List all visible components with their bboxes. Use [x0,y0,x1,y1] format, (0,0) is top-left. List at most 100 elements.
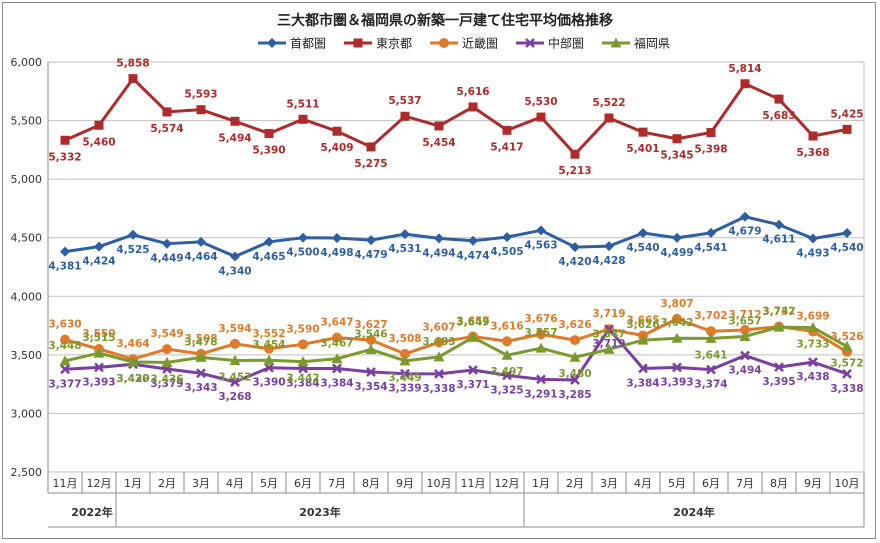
data-point [353,38,363,48]
data-point [264,236,274,247]
data-point [535,342,547,353]
data-label: 4,494 [422,247,455,259]
data-label: 4,679 [728,226,761,238]
data-label: 4,424 [82,256,115,268]
data-point [841,340,853,351]
data-label: 4,465 [252,251,285,263]
data-label: 3,452 [218,371,251,383]
data-point [603,343,615,354]
data-point [638,363,648,374]
x-tick-label: 10月 [835,477,860,490]
data-point [536,374,546,385]
data-point-stroke [502,370,512,381]
x-tick-label: 1月 [124,477,142,490]
data-label: 5,574 [150,123,183,135]
data-label: 3,268 [218,391,251,403]
data-label: 3,291 [524,388,557,400]
data-label: 4,420 [558,256,591,268]
y-tick-label: 6,000 [11,56,43,69]
y-tick-label: 3,000 [11,407,43,420]
data-label: 4,540 [626,242,659,254]
legend-entry: 首都圏 [258,37,326,51]
series-line [64,327,848,384]
data-label: 5,494 [218,132,251,144]
legend-entry: 近畿圏 [430,37,498,51]
data-point [332,126,342,136]
data-point [672,313,682,324]
data-label: 4,540 [830,242,863,254]
data-point [366,367,376,377]
x-tick-label: 7月 [736,477,754,490]
data-point-stroke [536,374,546,385]
data-point [264,128,274,138]
data-point [740,325,750,336]
data-point [705,332,717,343]
data-label: 3,371 [456,379,489,391]
data-point [808,233,818,244]
data-label: 3,665 [626,315,659,327]
data-label: 3,448 [48,340,81,352]
data-label: 3,590 [286,323,319,335]
data-label: 3,439 [116,373,149,385]
series-line [64,325,848,364]
data-label: 3,420 [116,373,149,385]
data-label: 3,616 [490,320,523,332]
data-point [604,113,614,123]
data-point [525,38,535,48]
data-point-stroke [740,350,750,361]
legend-entry: 中部圏 [516,36,584,51]
data-label: 4,449 [150,253,183,265]
legend-label: 福岡県 [634,36,670,51]
x-tick-label: 11月 [461,477,486,490]
data-point [604,241,614,252]
data-label: 3,676 [524,313,557,325]
data-label: 5,417 [490,141,523,153]
data-point [671,332,683,343]
legend-label: 東京都 [376,37,412,51]
data-point [400,111,410,121]
data-point [365,343,377,354]
data-point-stroke [525,38,535,48]
data-point [264,343,274,354]
data-label: 3,384 [286,377,319,389]
data-point [570,335,580,346]
legend-label: 中部圏 [548,36,584,51]
data-label: 3,508 [184,333,217,345]
data-label: 3,594 [218,323,251,335]
data-label: 4,340 [218,265,251,277]
data-label: 3,719 [592,338,625,350]
data-label: 3,325 [490,384,523,396]
data-point [196,105,206,115]
data-label: 5,814 [728,63,761,75]
data-label: 3,737 [762,306,795,318]
data-point [468,235,478,246]
data-label: 3,449 [388,372,421,384]
data-label: 4,505 [490,246,523,258]
data-point-stroke [808,357,818,368]
data-label: 3,657 [728,315,761,327]
data-label: 3,384 [626,377,659,389]
data-label: 4,525 [116,244,149,256]
x-tick-label: 9月 [804,477,822,490]
data-point-stroke [604,324,614,335]
data-label: 4,479 [354,249,387,261]
data-label: 5,858 [116,58,149,70]
data-point-stroke [672,362,682,373]
data-point [842,368,852,379]
x-tick-label: 5月 [668,477,686,490]
data-point [569,351,581,362]
data-point [434,337,444,348]
data-point-stroke [842,368,852,379]
legend-label: 近畿圏 [462,37,498,51]
data-point [93,347,105,358]
series-line [64,77,848,156]
data-label: 3,626 [558,319,591,331]
data-point [604,324,614,335]
data-label: 5,454 [422,137,455,149]
data-point [332,332,342,343]
x-tick-label: 3月 [600,477,618,490]
